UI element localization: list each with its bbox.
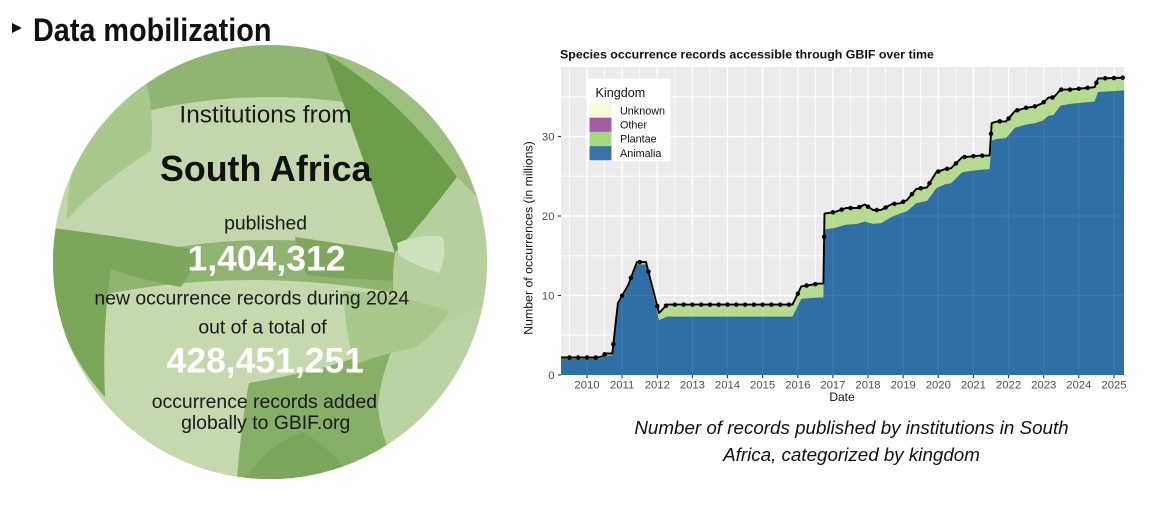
svg-text:0: 0 [548, 370, 554, 382]
svg-text:30: 30 [542, 132, 555, 144]
svg-text:Institutions from: Institutions from [179, 101, 351, 128]
svg-text:Unknown: Unknown [620, 105, 665, 117]
svg-text:2024: 2024 [1066, 380, 1091, 392]
svg-text:Animalia: Animalia [620, 148, 661, 160]
svg-text:out of a total of: out of a total of [198, 316, 327, 338]
svg-text:Species occurrence records acc: Species occurrence records accessible th… [560, 48, 934, 62]
svg-text:2012: 2012 [645, 380, 670, 392]
svg-text:2017: 2017 [820, 380, 845, 392]
svg-text:2020: 2020 [926, 380, 951, 392]
svg-text:1,404,312: 1,404,312 [188, 239, 346, 279]
svg-text:2022: 2022 [996, 380, 1021, 392]
svg-text:Plantae: Plantae [620, 134, 657, 146]
svg-text:2014: 2014 [715, 380, 740, 392]
svg-text:Other: Other [620, 120, 647, 132]
svg-text:2021: 2021 [961, 380, 986, 392]
svg-text:2015: 2015 [750, 380, 775, 392]
svg-text:new occurrence records during: new occurrence records during 2024 [94, 287, 409, 309]
svg-text:occurrence records added: occurrence records added [152, 391, 377, 413]
svg-text:2023: 2023 [1031, 380, 1056, 392]
svg-text:2011: 2011 [610, 380, 634, 392]
svg-text:2025: 2025 [1101, 380, 1126, 392]
svg-text:2010: 2010 [574, 380, 599, 392]
svg-text:2016: 2016 [785, 380, 810, 392]
svg-text:428,451,251: 428,451,251 [167, 340, 364, 380]
svg-text:Kingdom: Kingdom [596, 86, 646, 100]
svg-text:Number of occurrences (in mill: Number of occurrences (in millions) [522, 141, 536, 334]
svg-text:10: 10 [542, 291, 555, 303]
svg-text:globally to GBIF.org: globally to GBIF.org [181, 412, 350, 434]
svg-text:2018: 2018 [855, 380, 880, 392]
svg-text:20: 20 [542, 211, 555, 223]
svg-text:2019: 2019 [891, 380, 916, 392]
svg-text:2013: 2013 [680, 380, 705, 392]
svg-text:published: published [224, 212, 307, 234]
svg-text:Date: Date [829, 390, 855, 404]
svg-text:South Africa: South Africa [160, 149, 373, 189]
